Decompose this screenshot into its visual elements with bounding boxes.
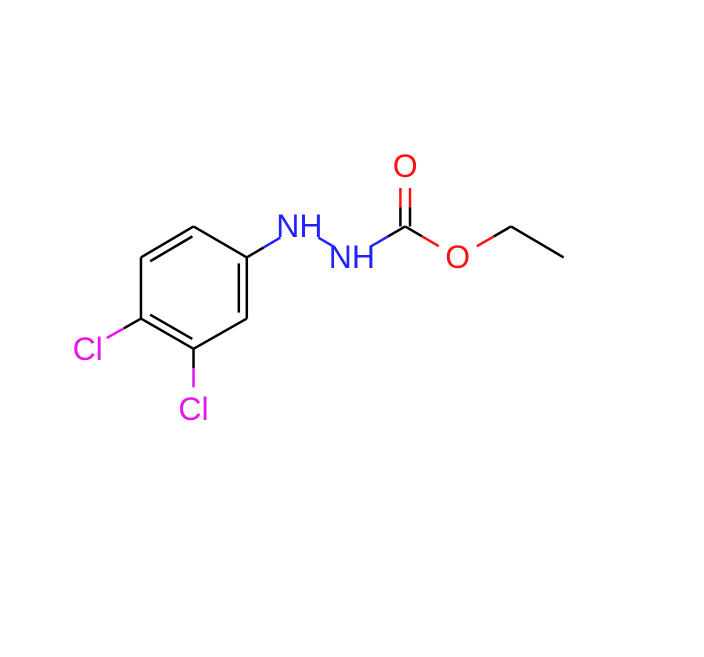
bond xyxy=(511,226,564,257)
bond xyxy=(477,236,494,246)
bond xyxy=(247,248,264,258)
o-atom-label: O xyxy=(445,241,470,273)
n-atom-label: NH xyxy=(276,210,322,242)
bond xyxy=(388,226,405,236)
bond xyxy=(124,319,141,329)
molecule-canvas: Cl Cl NHNH O O xyxy=(0,0,704,652)
o-atom-label: O xyxy=(393,150,418,182)
cl-atom-label: Cl xyxy=(73,333,103,365)
bond xyxy=(194,226,247,257)
bond xyxy=(422,236,439,246)
bond xyxy=(494,226,511,236)
bond xyxy=(107,328,124,338)
cl-atom-label: Cl xyxy=(178,393,208,425)
bond xyxy=(194,319,247,349)
bond xyxy=(141,226,194,257)
bond xyxy=(405,226,422,236)
n-atom-label: NH xyxy=(329,241,375,273)
bond-layer xyxy=(0,0,704,652)
